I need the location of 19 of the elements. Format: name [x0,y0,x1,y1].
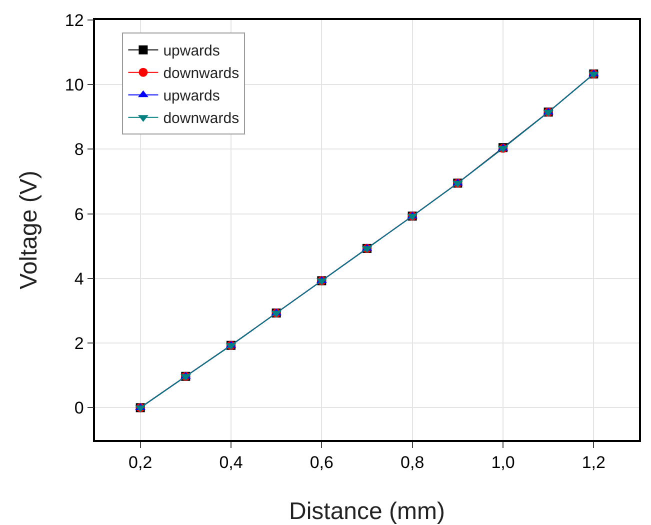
legend-label: downwards [163,110,240,128]
y-tick-label: 2 [74,334,84,354]
y-tick-label: 8 [74,140,84,160]
x-tick-label: 0,8 [400,453,424,472]
y-tick-label: 0 [74,398,84,418]
y-tick-label: 6 [74,204,84,224]
x-tick-label: 1,0 [491,453,515,472]
legend-label: downwards [163,65,240,82]
y-tick-label: 10 [64,76,84,95]
x-tick-label: 0,6 [310,453,334,472]
x-axis-title: Distance (mm) [288,498,446,525]
legend-label: upwards [163,88,220,105]
y-axis-title: Voltage (V) [16,170,42,290]
legend-label: upwards [163,42,220,60]
x-tick-label: 1,2 [582,453,606,472]
x-tick-label: 0,4 [219,453,243,472]
x-tick-label: 0,2 [128,453,152,472]
y-tick-label: 4 [74,269,84,288]
y-tick-label: 12 [64,10,84,30]
